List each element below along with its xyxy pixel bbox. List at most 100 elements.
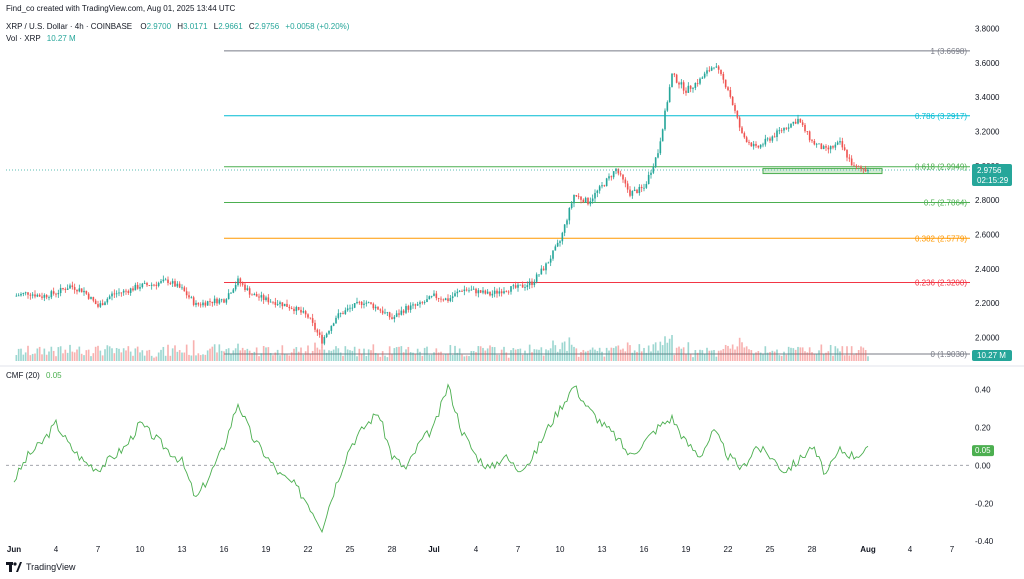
candle-body: [204, 302, 207, 306]
candle-body: [570, 203, 573, 208]
candle-body: [862, 168, 865, 170]
volume-bar: [316, 347, 319, 361]
candle-body: [521, 284, 524, 288]
volume-bar: [556, 351, 559, 361]
candle-body: [531, 281, 533, 285]
cmf-axis-tick: 0.00: [975, 461, 991, 470]
candle-body: [213, 298, 216, 304]
volume-bar: [710, 350, 713, 361]
volume-bar: [666, 342, 669, 361]
candle-body: [370, 302, 372, 304]
candle-body: [218, 299, 221, 304]
time-axis-tick: 7: [516, 545, 521, 554]
candle-body: [636, 189, 638, 194]
time-axis-tick: 16: [640, 545, 649, 554]
candle-body: [66, 288, 69, 290]
volume-bar: [778, 355, 781, 361]
volume-bar: [302, 354, 305, 361]
candle-body: [857, 166, 860, 168]
candle-body: [517, 284, 519, 288]
candle-body: [83, 290, 85, 293]
candle-body: [106, 298, 109, 303]
volume-bar: [330, 350, 333, 361]
volume-bar: [64, 349, 67, 361]
volume-bar: [517, 349, 519, 361]
symbol-title[interactable]: XRP / U.S. Dollar · 4h · COINBASE: [6, 22, 133, 31]
volume-bar: [409, 352, 412, 361]
candle-body: [402, 310, 405, 313]
volume-bar: [328, 350, 330, 361]
volume-bar: [482, 347, 484, 361]
volume-bar: [864, 349, 867, 361]
candle-body: [724, 79, 727, 88]
candle-body: [617, 168, 620, 174]
candle-body: [31, 294, 34, 296]
volume-bar: [141, 350, 144, 361]
volume-bar: [519, 348, 522, 361]
candle-body: [111, 293, 113, 297]
tradingview-footer[interactable]: TradingView: [6, 562, 76, 572]
volume-bar: [412, 352, 414, 361]
candle-body: [45, 295, 48, 298]
candle-body: [647, 174, 650, 185]
volume-bar: [640, 351, 643, 361]
volume-bar: [45, 354, 48, 361]
candle-body: [549, 258, 552, 263]
volume-bar: [582, 349, 585, 361]
candle-body: [514, 285, 517, 288]
volume-bar: [790, 347, 792, 361]
volume-bar: [386, 357, 389, 361]
candle-body: [323, 337, 326, 344]
candle-body: [680, 82, 683, 85]
candle-body: [853, 165, 855, 167]
candle-body: [171, 281, 174, 284]
volume-bar: [533, 349, 536, 361]
candle-body: [62, 287, 64, 290]
candle-body: [220, 299, 223, 301]
price-axis-tick: 3.6000: [975, 59, 1000, 68]
volume-bar: [160, 349, 162, 361]
volume-bar: [106, 345, 109, 361]
volume-bar: [101, 355, 104, 361]
candle-body: [811, 140, 813, 142]
volume-bar: [279, 355, 281, 361]
candle-body: [493, 290, 496, 294]
volume-bar: [645, 352, 648, 361]
volume-bar: [38, 346, 41, 361]
candle-body: [108, 296, 111, 299]
volume-bar: [675, 347, 678, 361]
volume-bar: [561, 342, 564, 361]
candle-body: [689, 85, 692, 89]
candle-body: [654, 157, 657, 167]
candle-body: [339, 313, 342, 314]
volume-bar: [512, 348, 515, 361]
candle-body: [274, 302, 277, 305]
volume-bar: [342, 355, 344, 361]
candle-body: [748, 142, 750, 143]
cmf-last-value: 0.05: [975, 446, 991, 455]
candle-body: [801, 122, 804, 125]
candle-body: [836, 142, 839, 145]
volume-bar: [283, 353, 286, 361]
candle-body: [412, 304, 414, 306]
volume-bar: [262, 346, 265, 361]
candle-body: [122, 290, 125, 293]
candle-body: [260, 295, 263, 298]
candle-body: [342, 313, 344, 315]
candle-body: [486, 291, 489, 294]
volume-bar: [545, 349, 547, 361]
volume-bar: [300, 347, 302, 361]
volume-bar: [699, 349, 701, 361]
candle-body: [867, 170, 869, 172]
candle-body: [146, 283, 148, 286]
volume-bar: [801, 347, 804, 361]
candle-body: [766, 138, 769, 140]
volume-bar: [570, 344, 573, 361]
volume-bar: [510, 350, 512, 361]
candle-body: [685, 90, 687, 93]
volume-bar: [55, 356, 57, 361]
last-price-tag: [972, 164, 1012, 187]
volume-bar: [197, 353, 200, 361]
candle-body: [321, 334, 323, 344]
